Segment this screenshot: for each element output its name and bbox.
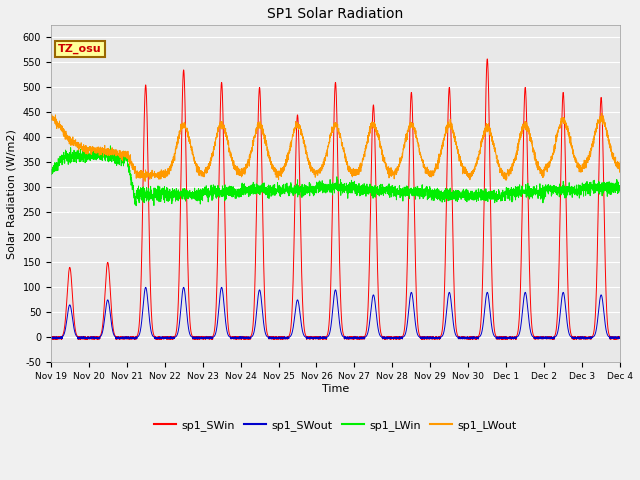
sp1_LWin — [463, 194, 471, 200]
sp1_LWin — [107, 143, 115, 149]
Title: SP1 Solar Radiation: SP1 Solar Radiation — [268, 7, 404, 21]
sp1_SWin — [463, 335, 471, 340]
sp1_SWout — [149, 334, 157, 339]
sp1_LWout — [47, 113, 54, 119]
sp1_LWout — [616, 169, 623, 175]
sp1_LWout — [598, 110, 605, 116]
sp1_LWout — [149, 172, 157, 178]
Y-axis label: Solar Radiation (W/m2): Solar Radiation (W/m2) — [7, 129, 17, 259]
sp1_LWin — [616, 184, 623, 190]
sp1_SWin — [432, 334, 440, 340]
sp1_LWin — [315, 180, 323, 186]
sp1_LWout — [314, 168, 322, 174]
sp1_SWin — [483, 56, 491, 62]
sp1_SWout — [142, 285, 150, 290]
sp1_SWout — [616, 336, 624, 341]
sp1_SWin — [314, 335, 322, 341]
sp1_SWout — [463, 334, 471, 340]
sp1_LWout — [432, 164, 440, 169]
sp1_LWin — [47, 169, 54, 175]
Line: sp1_LWout: sp1_LWout — [51, 113, 620, 181]
Line: sp1_LWin: sp1_LWin — [51, 146, 620, 206]
Text: TZ_osu: TZ_osu — [58, 44, 102, 54]
sp1_LWin — [132, 203, 140, 209]
sp1_SWin — [149, 330, 157, 336]
sp1_LWin — [150, 193, 157, 199]
sp1_SWin — [616, 334, 623, 340]
sp1_SWin — [47, 336, 54, 342]
Line: sp1_SWout: sp1_SWout — [51, 288, 620, 339]
sp1_SWout — [314, 336, 322, 342]
X-axis label: Time: Time — [322, 384, 349, 394]
sp1_LWout — [616, 159, 624, 165]
sp1_SWout — [469, 336, 477, 342]
sp1_SWout — [496, 335, 504, 340]
sp1_SWout — [47, 335, 54, 340]
sp1_LWout — [463, 170, 471, 176]
Legend: sp1_SWin, sp1_SWout, sp1_LWin, sp1_LWout: sp1_SWin, sp1_SWout, sp1_LWin, sp1_LWout — [149, 415, 522, 435]
sp1_LWin — [496, 192, 504, 197]
sp1_LWin — [432, 194, 440, 200]
sp1_SWout — [616, 335, 623, 341]
sp1_SWin — [387, 336, 395, 342]
sp1_SWout — [432, 335, 440, 341]
Line: sp1_SWin: sp1_SWin — [51, 59, 620, 339]
sp1_SWin — [616, 336, 624, 341]
sp1_SWin — [496, 334, 504, 339]
sp1_LWout — [495, 162, 503, 168]
sp1_LWin — [616, 188, 624, 194]
sp1_LWout — [141, 179, 149, 184]
